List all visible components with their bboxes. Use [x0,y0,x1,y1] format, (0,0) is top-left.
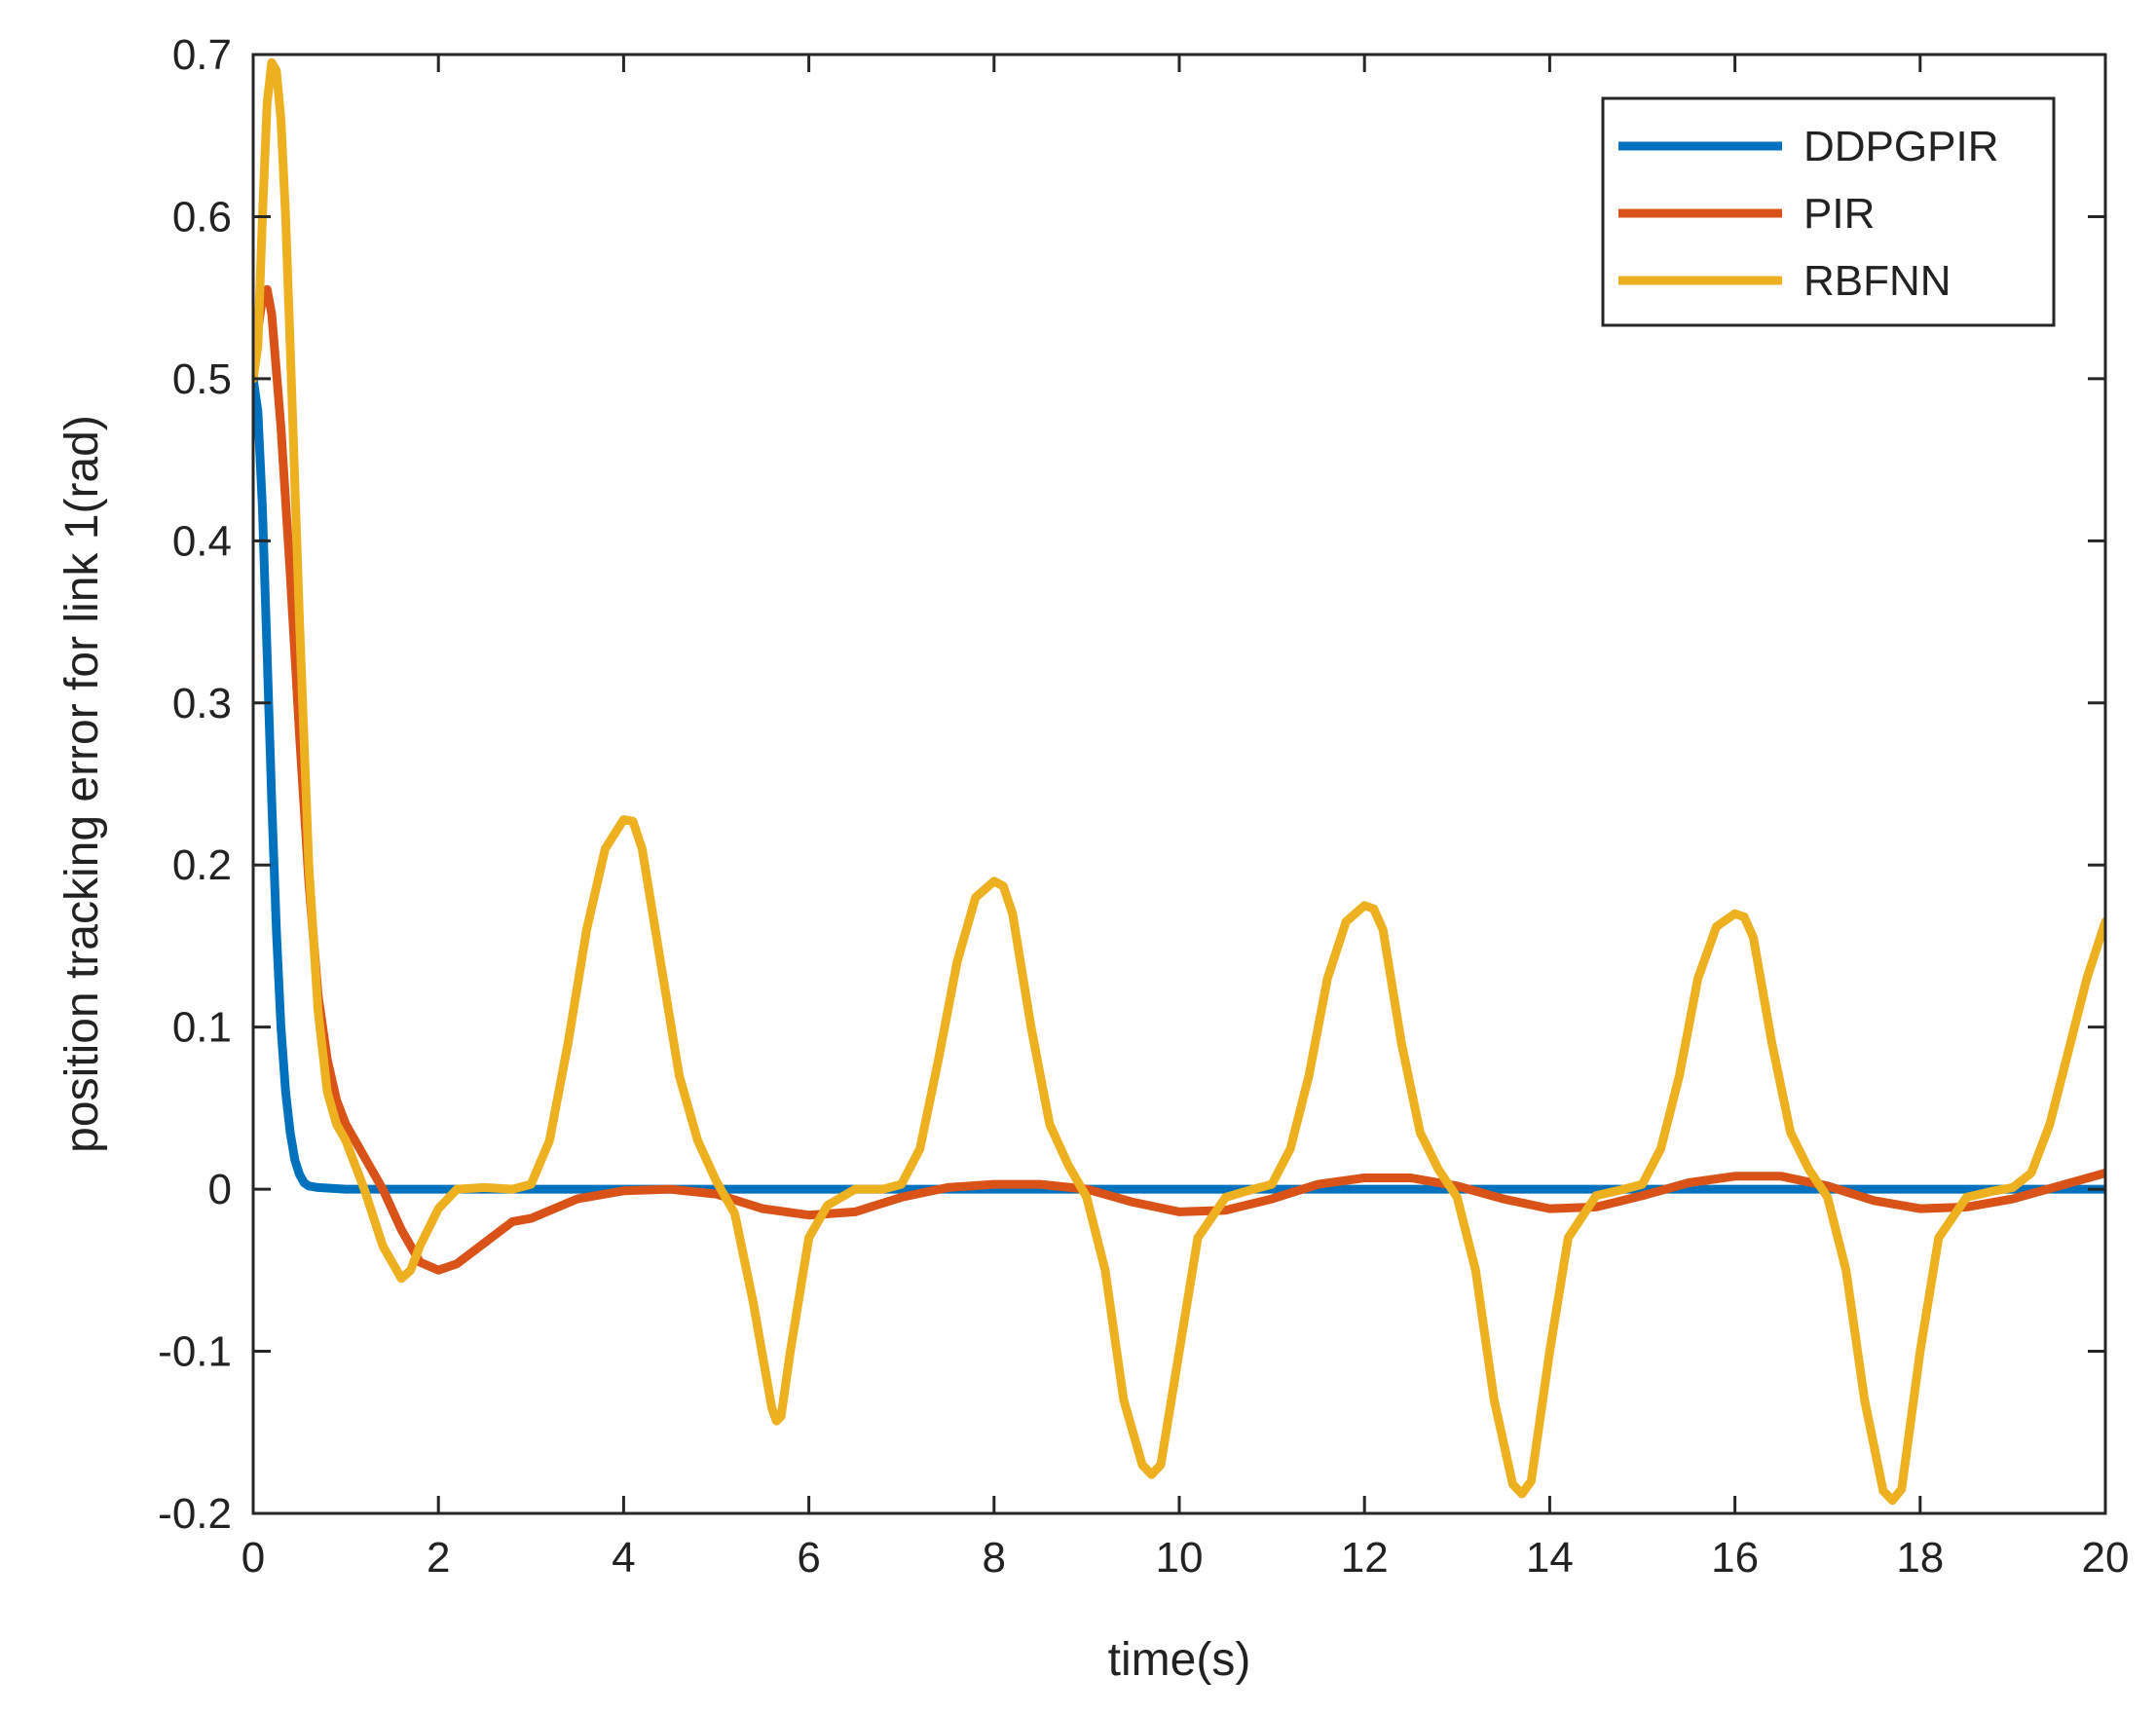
x-tick-label: 10 [1156,1534,1204,1582]
y-tick-label: 0.1 [172,1004,232,1052]
x-tick-label: 4 [612,1534,635,1582]
x-tick-label: 2 [427,1534,450,1582]
x-axis-label: time(s) [1108,1634,1251,1686]
legend-label-ddpgpir: DDPGPIR [1803,123,1998,170]
x-tick-label: 14 [1526,1534,1574,1582]
x-tick-label: 6 [797,1534,820,1582]
y-tick-label: 0.3 [172,680,232,727]
y-axis-label: position tracking error for link 1(rad) [56,415,108,1153]
x-tick-label: 20 [2082,1534,2130,1582]
y-tick-label: -0.2 [158,1490,232,1538]
x-tick-label: 8 [983,1534,1006,1582]
y-tick-label: 0.5 [172,355,232,403]
series-layer [253,57,2105,1506]
tick-labels-layer: 0 2 4 6 8 10 12 14 16 18 20 -0.2 -0.1 0 0.1 0.2 0.3 0.4 0.… [158,31,2129,1582]
x-tick-label: 16 [1711,1534,1759,1582]
series-line-ddpgpir [253,374,2105,1194]
axes-box [251,53,2107,1515]
x-tick-label: 0 [242,1534,265,1582]
y-tick-label: 0.6 [172,193,232,241]
y-tick-label: 0 [208,1166,232,1213]
y-tick-label: 0.2 [172,841,232,889]
x-tick-label: 18 [1896,1534,1944,1582]
y-tick-label: -0.1 [158,1328,232,1376]
legend: DDPGPIR PIR RBFNN [1601,96,2056,327]
y-tick-label: 0.7 [172,31,232,79]
legend-label-pir: PIR [1803,190,1875,238]
legend-label-rbfnn: RBFNN [1803,257,1952,305]
y-tick-label: 0.4 [172,517,232,565]
series-line-rbfnn [253,57,2105,1506]
x-tick-label: 12 [1341,1534,1389,1582]
legend-entries: DDPGPIR PIR RBFNN [1618,123,1998,305]
